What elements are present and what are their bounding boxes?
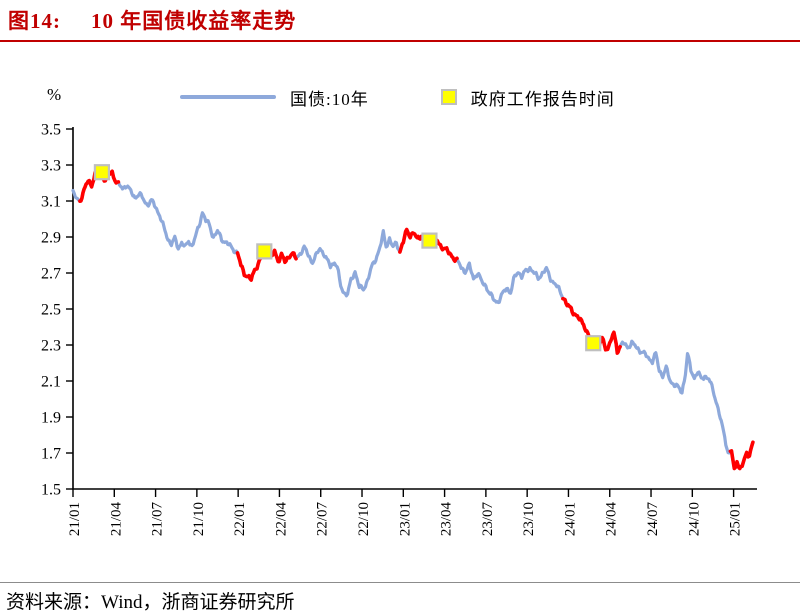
- line-chart-canvas: 3.5 3.3 3.1 2.9 2.7 2.5 2.3 2.1 1.9 1.7 1.5 21/01 21…: [41, 122, 757, 537]
- svg-text:21/07: 21/07: [150, 502, 166, 537]
- svg-text:23/10: 23/10: [521, 502, 537, 536]
- svg-text:24/01: 24/01: [562, 502, 578, 536]
- figure-name: 10 年国债收益率走势: [91, 9, 297, 33]
- svg-text:3.1: 3.1: [41, 194, 61, 211]
- svg-text:23/07: 23/07: [480, 502, 496, 537]
- svg-text:21/04: 21/04: [108, 502, 124, 537]
- svg-text:24/07: 24/07: [645, 502, 661, 537]
- svg-text:21/10: 21/10: [191, 502, 207, 536]
- source-text: Wind，浙商证券研究所: [101, 592, 295, 613]
- svg-text:21/01: 21/01: [67, 502, 83, 536]
- footer-divider: [0, 582, 800, 583]
- marker-series-label: 政府工作报告时间: [470, 89, 615, 109]
- svg-text:23/01: 23/01: [397, 502, 413, 536]
- marker-series-swatch: [440, 89, 457, 105]
- figure-number: 图14:: [8, 9, 61, 33]
- chart-legend: 国债:10年 政府工作报告时间: [180, 88, 615, 109]
- source-note: 资料来源：Wind，浙商证券研究所: [6, 587, 294, 614]
- svg-text:22/01: 22/01: [232, 502, 248, 536]
- svg-text:25/01: 25/01: [728, 502, 744, 536]
- svg-text:22/07: 22/07: [315, 502, 331, 537]
- svg-text:2.9: 2.9: [41, 230, 61, 247]
- svg-text:2.1: 2.1: [41, 374, 61, 391]
- line-series-swatch: [180, 95, 276, 99]
- svg-text:23/04: 23/04: [439, 502, 455, 537]
- svg-text:1.7: 1.7: [41, 446, 61, 463]
- line-series-label: 国债:10年: [290, 89, 369, 109]
- svg-text:1.5: 1.5: [41, 482, 61, 499]
- svg-text:22/10: 22/10: [356, 502, 372, 536]
- svg-text:24/10: 24/10: [686, 502, 702, 536]
- svg-text:1.9: 1.9: [41, 410, 61, 427]
- svg-text:2.3: 2.3: [41, 338, 61, 355]
- source-label: 资料来源：: [6, 592, 102, 613]
- svg-text:2.5: 2.5: [41, 302, 61, 319]
- title-divider: [0, 40, 800, 42]
- svg-text:3.3: 3.3: [41, 158, 61, 175]
- svg-text:22/04: 22/04: [273, 502, 289, 537]
- figure-title: 图14: 10 年国债收益率走势: [8, 5, 296, 35]
- svg-text:2.7: 2.7: [41, 266, 61, 283]
- y-axis-unit-label: %: [47, 85, 62, 104]
- svg-text:3.5: 3.5: [41, 122, 61, 139]
- svg-text:24/04: 24/04: [604, 502, 620, 537]
